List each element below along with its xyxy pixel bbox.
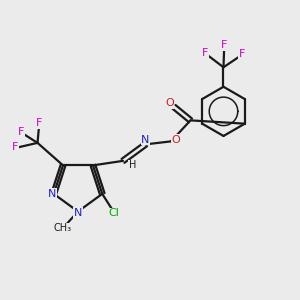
Text: F: F — [202, 49, 209, 58]
Text: O: O — [171, 135, 180, 145]
Text: O: O — [165, 98, 174, 108]
Text: H: H — [129, 160, 136, 170]
Text: CH₃: CH₃ — [54, 223, 72, 233]
Text: F: F — [12, 142, 18, 152]
Text: N: N — [74, 208, 82, 218]
Text: N: N — [48, 189, 56, 199]
Text: F: F — [239, 50, 245, 59]
Text: Cl: Cl — [109, 208, 120, 218]
Text: F: F — [221, 40, 227, 50]
Text: F: F — [36, 118, 42, 128]
Text: N: N — [141, 135, 150, 145]
Text: F: F — [18, 128, 24, 137]
